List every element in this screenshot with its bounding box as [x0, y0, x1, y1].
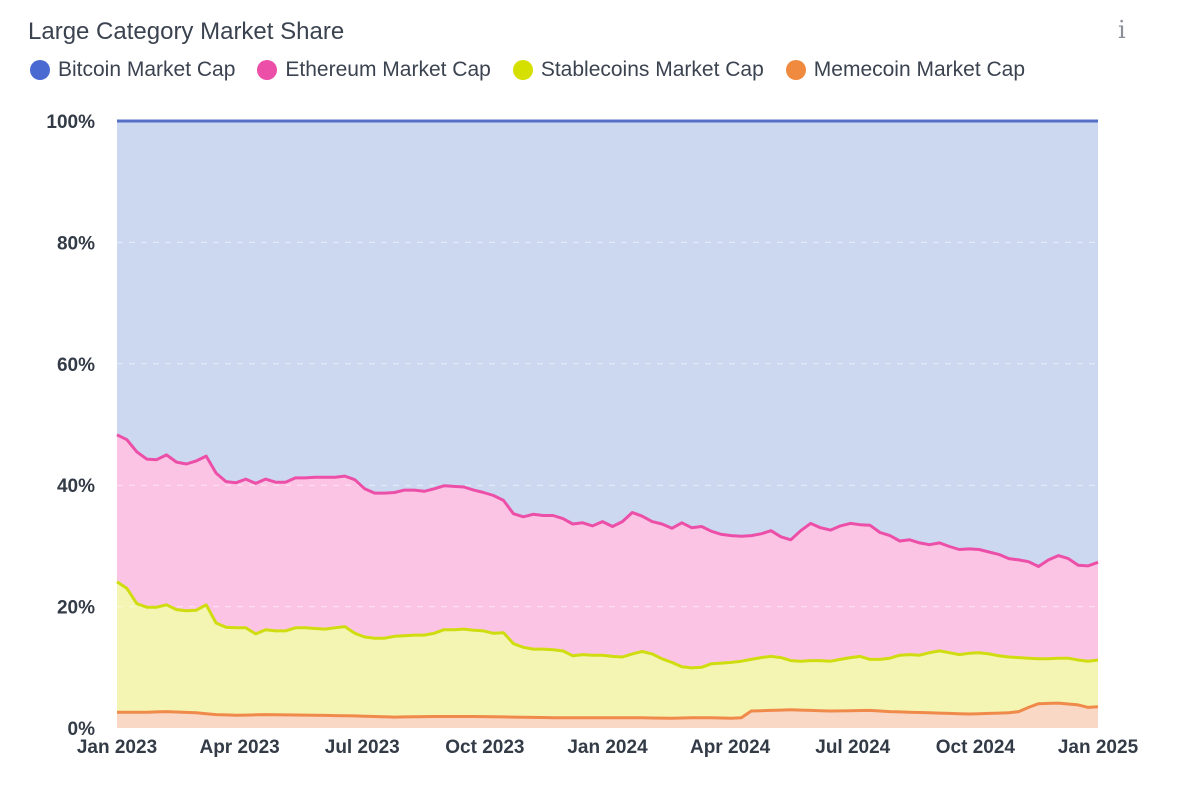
- legend-swatch-bitcoin-icon: [30, 60, 50, 80]
- y-tick-label: 0%: [68, 719, 96, 740]
- y-tick-label: 100%: [46, 112, 95, 133]
- y-tick-label: 20%: [57, 598, 95, 619]
- legend-swatch-stablecoins-icon: [512, 60, 533, 80]
- legend-item-stablecoins[interactable]: Stablecoins Market Cap: [512, 58, 764, 82]
- area-bitcoin: [117, 121, 1098, 567]
- x-tick-label: Oct 2024: [936, 737, 1016, 758]
- x-tick-label: Jan 2023: [77, 737, 157, 758]
- x-tick-label: Oct 2023: [445, 737, 524, 758]
- legend-item-bitcoin[interactable]: Bitcoin Market Cap: [30, 58, 235, 82]
- legend-item-memecoin[interactable]: Memecoin Market Cap: [785, 58, 1026, 82]
- x-tick-label: Jul 2023: [325, 737, 400, 758]
- y-tick-label: 60%: [57, 355, 95, 376]
- x-tick-label: Jan 2025: [1058, 737, 1139, 758]
- info-icon[interactable]: i: [1118, 16, 1126, 44]
- y-tick-label: 40%: [57, 476, 95, 497]
- legend-item-ethereum[interactable]: Ethereum Market Cap: [257, 58, 491, 82]
- x-tick-label: Apr 2024: [690, 737, 771, 758]
- series-line-memecoin: [117, 701, 1099, 720]
- legend-swatch-memecoin-icon: [785, 60, 806, 80]
- series-line-ethereum: [116, 433, 1099, 568]
- legend-label-stablecoins: Stablecoins Market Cap: [540, 58, 764, 81]
- area-memecoin: [117, 703, 1098, 728]
- y-tick-label: 80%: [57, 233, 95, 254]
- chart-title: Large Category Market Share: [28, 18, 345, 45]
- chart-legend: Bitcoin Market Cap Ethereum Market Cap S…: [30, 58, 1025, 82]
- legend-label-memecoin: Memecoin Market Cap: [813, 58, 1026, 81]
- series-line-stablecoins: [116, 580, 1099, 670]
- x-tick-label: Jul 2024: [815, 737, 890, 758]
- area-ethereum: [117, 434, 1098, 668]
- legend-label-ethereum: Ethereum Market Cap: [285, 58, 491, 81]
- area-stablecoins: [117, 581, 1098, 719]
- x-tick-label: Jan 2024: [567, 737, 648, 758]
- x-tick-label: Apr 2023: [199, 737, 279, 758]
- legend-label-bitcoin: Bitcoin Market Cap: [58, 58, 236, 81]
- legend-swatch-ethereum-icon: [257, 60, 278, 80]
